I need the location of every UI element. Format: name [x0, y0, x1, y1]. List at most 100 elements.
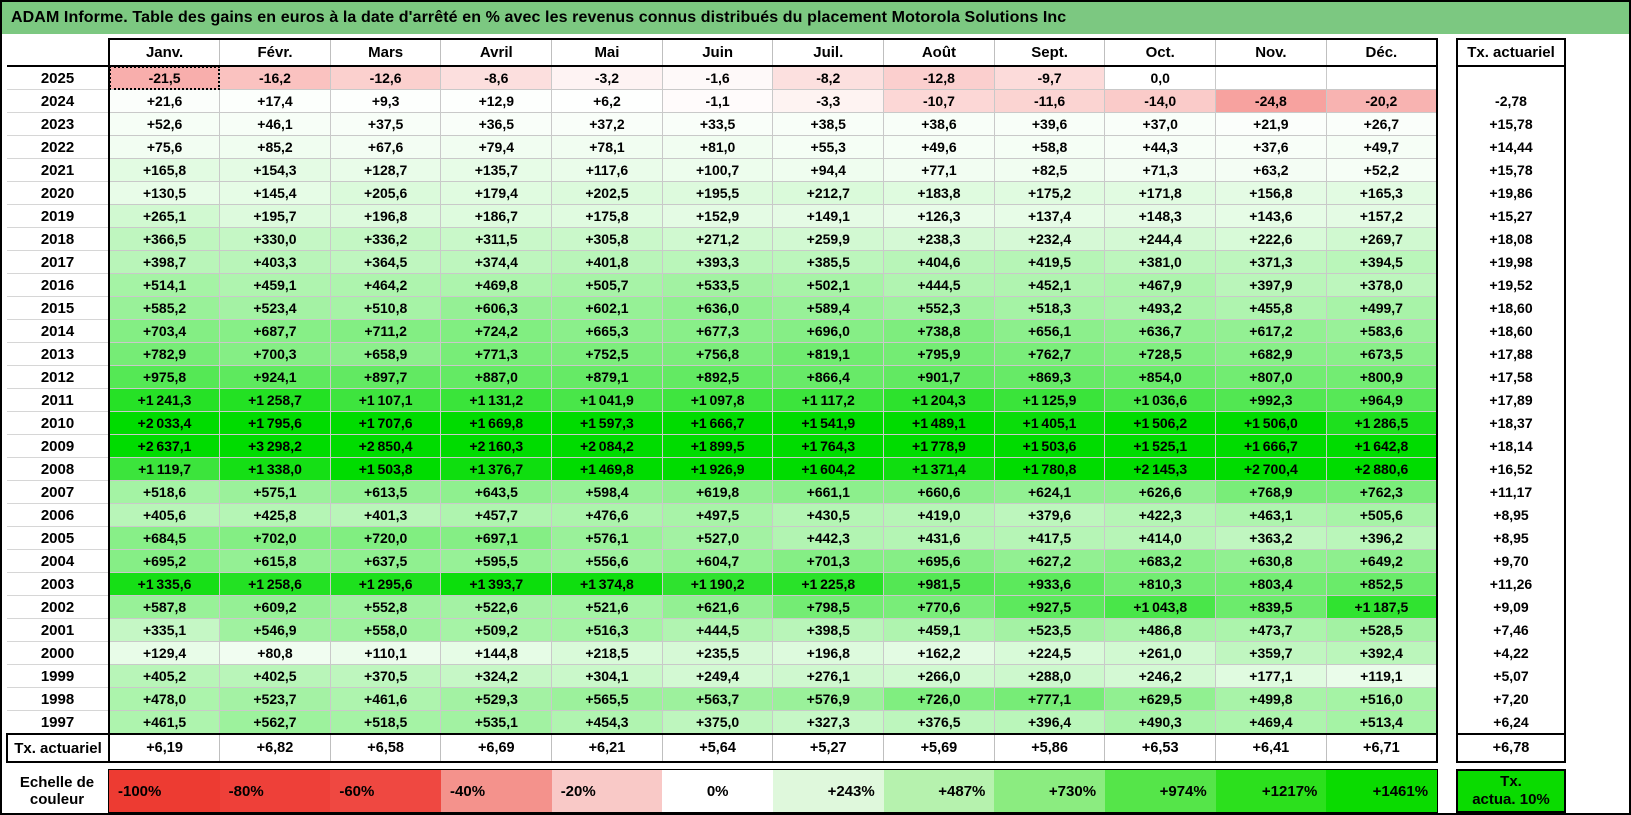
gain-cell-1997-mars[interactable]: +518,5: [329, 710, 442, 735]
row-header-2010[interactable]: 2010: [7, 411, 110, 435]
row-header-2014[interactable]: 2014: [7, 319, 110, 343]
gain-cell-2000-mai[interactable]: +218,5: [551, 641, 663, 665]
gain-cell-1999-mars[interactable]: +370,5: [329, 664, 442, 688]
column-header-janv[interactable]: Janv.: [108, 38, 221, 67]
tx-actuariel-cell-2006[interactable]: +8,95: [1456, 503, 1566, 527]
gain-cell-2021-juin[interactable]: +100,7: [661, 158, 774, 182]
tx-actuariel-cell-2009[interactable]: +18,14: [1456, 434, 1566, 458]
gain-cell-2004-août[interactable]: +695,6: [883, 549, 995, 573]
footer-cell-mars[interactable]: +6,58: [329, 733, 442, 763]
gain-cell-2017-juil[interactable]: +385,5: [772, 250, 885, 274]
gain-cell-2003-janv[interactable]: +1 335,6: [108, 572, 221, 596]
gain-cell-2009-mai[interactable]: +2 084,2: [551, 434, 663, 458]
gain-cell-2009-nov[interactable]: +1 666,7: [1215, 434, 1327, 458]
gain-cell-1998-juin[interactable]: +563,7: [661, 687, 774, 711]
gain-cell-1999-juil[interactable]: +276,1: [772, 664, 885, 688]
column-header-mai[interactable]: Mai: [551, 38, 663, 67]
gain-cell-1997-janv[interactable]: +461,5: [108, 710, 221, 735]
gain-cell-2000-nov[interactable]: +359,7: [1215, 641, 1327, 665]
gain-cell-2010-août[interactable]: +1 489,1: [883, 411, 995, 435]
gain-cell-2003-déc[interactable]: +852,5: [1325, 572, 1438, 596]
gain-cell-1997-août[interactable]: +376,5: [883, 710, 995, 735]
tx-actuariel-cell-2025[interactable]: [1456, 65, 1566, 90]
gain-cell-2004-déc[interactable]: +649,2: [1325, 549, 1438, 573]
gain-cell-2002-juin[interactable]: +621,6: [661, 595, 774, 619]
gain-cell-2020-juil[interactable]: +212,7: [772, 181, 885, 205]
tx-actuariel-cell-2001[interactable]: +7,46: [1456, 618, 1566, 642]
gain-cell-2009-mars[interactable]: +2 850,4: [329, 434, 442, 458]
gain-cell-2023-mars[interactable]: +37,5: [329, 112, 442, 136]
gain-cell-2024-août[interactable]: -10,7: [883, 89, 995, 113]
gain-cell-2023-avril[interactable]: +36,5: [440, 112, 553, 136]
tx-actuariel-cell-2020[interactable]: +19,86: [1456, 181, 1566, 205]
gain-cell-2007-nov[interactable]: +768,9: [1215, 480, 1327, 504]
gain-cell-1999-avril[interactable]: +324,2: [440, 664, 553, 688]
gain-cell-2008-déc[interactable]: +2 880,6: [1325, 457, 1438, 481]
gain-cell-2001-févr[interactable]: +546,9: [219, 618, 331, 642]
gain-cell-2023-nov[interactable]: +21,9: [1215, 112, 1327, 136]
gain-cell-2020-févr[interactable]: +145,4: [219, 181, 331, 205]
gain-cell-1999-janv[interactable]: +405,2: [108, 664, 221, 688]
gain-cell-2001-juil[interactable]: +398,5: [772, 618, 885, 642]
footer-cell-nov[interactable]: +6,41: [1215, 733, 1327, 763]
gain-cell-2022-oct[interactable]: +44,3: [1104, 135, 1217, 159]
gain-cell-1997-déc[interactable]: +513,4: [1325, 710, 1438, 735]
gain-cell-2002-août[interactable]: +770,6: [883, 595, 995, 619]
gain-cell-2025-sept[interactable]: -9,7: [993, 65, 1106, 90]
gain-cell-2015-janv[interactable]: +585,2: [108, 296, 221, 320]
gain-cell-1998-mai[interactable]: +565,5: [551, 687, 663, 711]
gain-cell-2004-mai[interactable]: +556,6: [551, 549, 663, 573]
row-header-2000[interactable]: 2000: [7, 641, 110, 665]
gain-cell-2023-juin[interactable]: +33,5: [661, 112, 774, 136]
gain-cell-1997-févr[interactable]: +562,7: [219, 710, 331, 735]
gain-cell-2013-juin[interactable]: +756,8: [661, 342, 774, 366]
gain-cell-2007-juil[interactable]: +661,1: [772, 480, 885, 504]
gain-cell-2009-févr[interactable]: +3 298,2: [219, 434, 331, 458]
gain-cell-2024-juin[interactable]: -1,1: [661, 89, 774, 113]
gain-cell-2014-févr[interactable]: +687,7: [219, 319, 331, 343]
footer-cell-févr[interactable]: +6,82: [219, 733, 331, 763]
gain-cell-2010-juin[interactable]: +1 666,7: [661, 411, 774, 435]
gain-cell-2019-août[interactable]: +126,3: [883, 204, 995, 228]
tx-actuariel-cell-2010[interactable]: +18,37: [1456, 411, 1566, 435]
gain-cell-2020-nov[interactable]: +156,8: [1215, 181, 1327, 205]
footer-cell-oct[interactable]: +6,53: [1104, 733, 1217, 763]
gain-cell-2015-oct[interactable]: +493,2: [1104, 296, 1217, 320]
gain-cell-2007-déc[interactable]: +762,3: [1325, 480, 1438, 504]
gain-cell-2013-févr[interactable]: +700,3: [219, 342, 331, 366]
gain-cell-2013-mai[interactable]: +752,5: [551, 342, 663, 366]
column-header-nov[interactable]: Nov.: [1215, 38, 1327, 67]
gain-cell-2018-déc[interactable]: +269,7: [1325, 227, 1438, 251]
gain-cell-2019-nov[interactable]: +143,6: [1215, 204, 1327, 228]
gain-cell-2025-août[interactable]: -12,8: [883, 65, 995, 90]
gain-cell-2018-mars[interactable]: +336,2: [329, 227, 442, 251]
gain-cell-2019-déc[interactable]: +157,2: [1325, 204, 1438, 228]
gain-cell-2023-mai[interactable]: +37,2: [551, 112, 663, 136]
gain-cell-2007-mai[interactable]: +598,4: [551, 480, 663, 504]
gain-cell-2013-déc[interactable]: +673,5: [1325, 342, 1438, 366]
gain-cell-2007-août[interactable]: +660,6: [883, 480, 995, 504]
row-header-2007[interactable]: 2007: [7, 480, 110, 504]
gain-cell-2004-févr[interactable]: +615,8: [219, 549, 331, 573]
gain-cell-2014-sept[interactable]: +656,1: [993, 319, 1106, 343]
gain-cell-2021-déc[interactable]: +52,2: [1325, 158, 1438, 182]
gain-cell-1998-mars[interactable]: +461,6: [329, 687, 442, 711]
gain-cell-2011-août[interactable]: +1 204,3: [883, 388, 995, 412]
tx-actuariel-cell-2018[interactable]: +18,08: [1456, 227, 1566, 251]
tx-actuariel-cell-2008[interactable]: +16,52: [1456, 457, 1566, 481]
gain-cell-2020-oct[interactable]: +171,8: [1104, 181, 1217, 205]
tx-actuariel-cell-2024[interactable]: -2,78: [1456, 89, 1566, 113]
gain-cell-2021-août[interactable]: +77,1: [883, 158, 995, 182]
gain-cell-2002-juil[interactable]: +798,5: [772, 595, 885, 619]
tx-actuariel-cell-1997[interactable]: +6,24: [1456, 710, 1566, 734]
row-header-2017[interactable]: 2017: [7, 250, 110, 274]
gain-cell-2011-mai[interactable]: +1 041,9: [551, 388, 663, 412]
row-header-2011[interactable]: 2011: [7, 388, 110, 412]
gain-cell-2010-juil[interactable]: +1 541,9: [772, 411, 885, 435]
gain-cell-2005-sept[interactable]: +417,5: [993, 526, 1106, 550]
gain-cell-2022-janv[interactable]: +75,6: [108, 135, 221, 159]
gain-cell-2015-sept[interactable]: +518,3: [993, 296, 1106, 320]
gain-cell-2010-févr[interactable]: +1 795,6: [219, 411, 331, 435]
gain-cell-2015-mai[interactable]: +602,1: [551, 296, 663, 320]
gain-cell-2012-mars[interactable]: +897,7: [329, 365, 442, 389]
